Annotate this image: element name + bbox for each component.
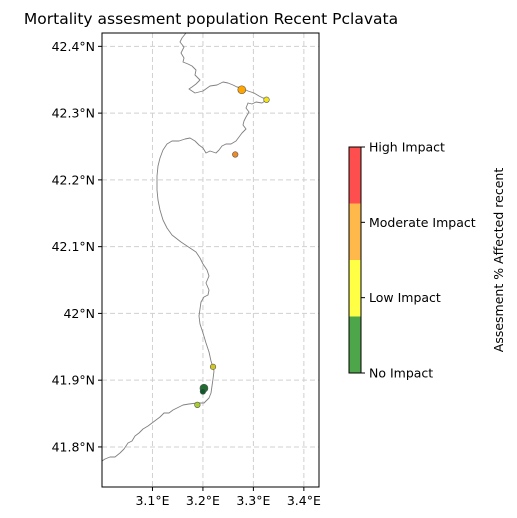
colorbar-segment (349, 316, 361, 373)
survey-point (209, 363, 217, 370)
x-axis-ticks: 3.1°E 3.2°E 3.3°E 3.4°E (135, 487, 321, 508)
survey-point (263, 96, 270, 103)
colorbar-tick-label: Moderate Impact (369, 215, 476, 230)
y-tick-label: 41.8°N (52, 439, 95, 454)
map-background (102, 33, 319, 487)
coastline (101, 32, 269, 462)
survey-point (237, 85, 247, 95)
survey-point (199, 388, 207, 395)
map-frame (101, 32, 320, 488)
gridlines (102, 33, 319, 487)
colorbar-tick-label: Low Impact (369, 290, 441, 305)
colorbar-tick-label: High Impact (369, 140, 445, 155)
survey-point (194, 401, 201, 408)
y-tick-label: 42°N (63, 306, 95, 321)
x-tick-label: 3.4°E (287, 493, 321, 508)
survey-points (194, 85, 270, 408)
y-tick-label: 42.4°N (52, 39, 95, 54)
colorbar-ticks: No Impact Low Impact Moderate Impact High I… (361, 140, 476, 381)
chart-title: Mortality assesment population Recent Pc… (24, 10, 398, 28)
y-tick-label: 42.1°N (52, 239, 95, 254)
colorbar: No Impact Low Impact Moderate Impact High I… (348, 140, 506, 381)
x-tick-label: 3.1°E (135, 493, 169, 508)
colorbar-segments (349, 147, 361, 373)
y-tick-label: 41.9°N (52, 373, 95, 388)
colorbar-segment (349, 147, 361, 204)
colorbar-axis-label: Assesment % Affected recent (491, 168, 506, 353)
colorbar-segment (349, 260, 361, 317)
x-tick-label: 3.3°E (236, 493, 270, 508)
colorbar-segment (349, 203, 361, 260)
survey-point (232, 151, 239, 158)
colorbar-frame (348, 146, 362, 374)
x-tick-label: 3.2°E (186, 493, 220, 508)
y-tick-label: 42.3°N (52, 106, 95, 121)
y-axis-ticks: 42.4°N 42.3°N 42.2°N 42.1°N 42°N 41.9°N 41.8°N (52, 39, 102, 454)
y-tick-label: 42.2°N (52, 172, 95, 187)
colorbar-tick-label: No Impact (369, 366, 433, 381)
map-axes: 3.1°E 3.2°E 3.3°E 3.4°E 42.4°N42.3°N42.2°N4… (52, 32, 321, 508)
